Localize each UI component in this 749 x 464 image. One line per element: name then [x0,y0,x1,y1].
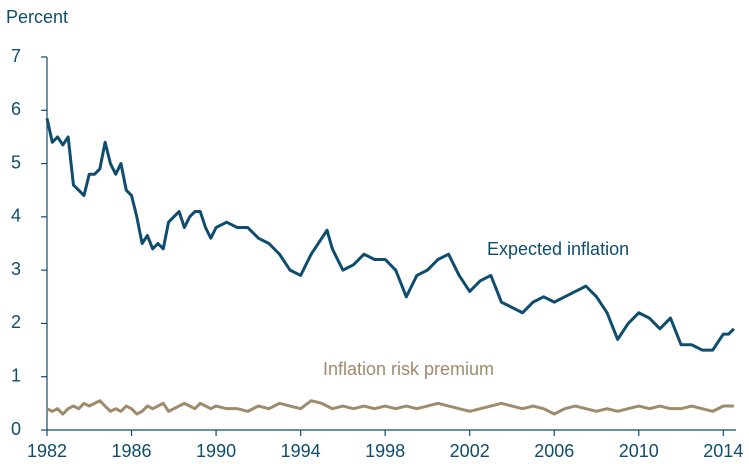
y-tick-label: 6 [11,99,21,119]
y-tick-label: 7 [11,46,21,66]
series-line [45,117,735,352]
x-tick-label: 1990 [196,441,236,461]
y-tick-label: 1 [11,365,21,385]
series-line [46,399,734,416]
series-label: Expected inflation [487,239,629,259]
y-tick-label: 4 [11,206,21,226]
x-tick-label: 1986 [112,441,152,461]
y-tick-label: 2 [11,312,21,332]
y-tick-label: 5 [11,152,21,172]
x-tick-label: 1994 [281,441,321,461]
y-tick-label: 0 [11,419,21,439]
x-tick-label: 2006 [534,441,574,461]
x-tick-label: 2002 [450,441,490,461]
x-tick-label: 2010 [619,441,659,461]
y-axis-title: Percent [6,7,68,27]
x-tick-label: 1998 [365,441,405,461]
y-tick-label: 3 [11,259,21,279]
x-tick-label: 1982 [27,441,67,461]
series-label: Inflation risk premium [323,359,494,379]
x-tick-label: 2014 [703,441,743,461]
